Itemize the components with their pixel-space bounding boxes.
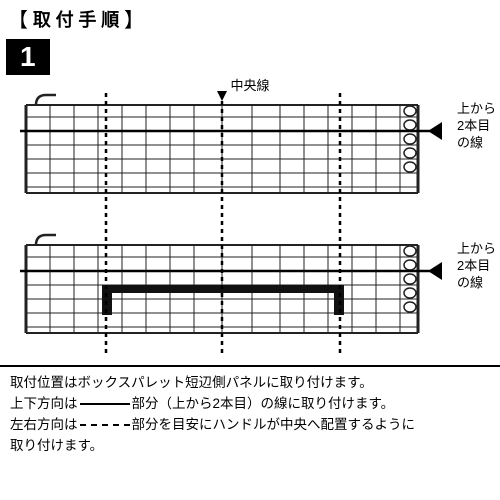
solid-line-icon <box>80 403 130 405</box>
page-title: 取付手順 <box>33 6 124 32</box>
installation-diagram <box>0 75 500 365</box>
diagram-area: 中央線 上から 2本目 の線 上から 2本目 の線 <box>0 75 500 365</box>
bracket-close: 】 <box>124 4 149 33</box>
dashed-line-icon <box>80 424 130 426</box>
instruction-line-2: 上下方向は部分（上から2本目）の線に取り付けます。 <box>10 394 490 415</box>
instructions-block: 取付位置はボックスパレット短辺側パネルに取り付けます。 上下方向は部分（上から2… <box>0 367 500 465</box>
step-number-box: 1 <box>6 39 50 75</box>
line-marker-label-1: 上から 2本目 の線 <box>457 101 496 152</box>
line-marker-label-2: 上から 2本目 の線 <box>457 241 496 292</box>
bracket-open: 【 <box>8 4 33 33</box>
header: 【 取付手順 】 <box>0 0 500 37</box>
instruction-line-1: 取付位置はボックスパレット短辺側パネルに取り付けます。 <box>10 373 490 394</box>
instruction-line-3: 左右方向は部分を目安にハンドルが中央へ配置するように <box>10 415 490 436</box>
instruction-line-4: 取り付けます。 <box>10 436 490 457</box>
